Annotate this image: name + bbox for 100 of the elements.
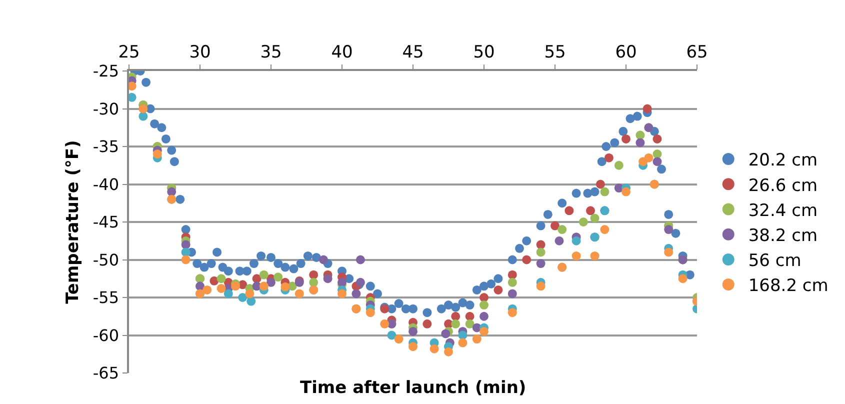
point (596, 180, 605, 189)
point (323, 274, 332, 284)
point (480, 326, 488, 336)
point (245, 289, 254, 298)
point (181, 240, 190, 250)
point (558, 225, 567, 234)
x-tick-label: 45 (402, 42, 424, 62)
point (422, 319, 432, 328)
point (508, 270, 517, 280)
point (309, 270, 318, 280)
point (280, 282, 290, 292)
point (480, 300, 488, 310)
x-tick-label: 65 (686, 42, 708, 62)
point (309, 278, 318, 287)
point (590, 251, 600, 260)
point (590, 214, 600, 223)
point (266, 278, 276, 287)
y-tick-label: -35 (92, 137, 120, 156)
point (441, 329, 450, 338)
y-tick-label: -25 (92, 62, 120, 81)
point (138, 112, 148, 121)
point (465, 312, 474, 321)
point (578, 218, 588, 226)
point (352, 289, 361, 298)
point (465, 319, 474, 328)
x-tick-label: 30 (189, 42, 211, 62)
point (678, 274, 688, 284)
point (536, 259, 546, 268)
point (387, 330, 396, 340)
point (238, 293, 248, 302)
point (394, 334, 404, 344)
x-tick-label: 25 (118, 42, 140, 62)
point (338, 289, 346, 298)
point (480, 312, 488, 321)
point (494, 285, 503, 294)
legend-label: 168.2 cm (748, 276, 828, 296)
point (536, 248, 546, 257)
point (451, 319, 460, 328)
y-tick-label: -30 (92, 99, 120, 118)
point (586, 206, 595, 216)
point (522, 255, 532, 264)
point (664, 248, 674, 257)
point (167, 187, 176, 196)
legend-label: 38.2 cm (748, 226, 818, 246)
point (231, 282, 240, 291)
point (274, 272, 283, 282)
point (508, 289, 517, 298)
point (294, 289, 304, 298)
point (554, 236, 564, 246)
point (536, 240, 546, 250)
point (202, 285, 212, 294)
y-tick-label: -55 (92, 288, 120, 308)
x-tick-label: 35 (260, 42, 282, 62)
y-tick-label: -40 (92, 174, 120, 194)
point (458, 330, 468, 340)
point (508, 278, 517, 287)
point (536, 282, 546, 291)
point (644, 153, 654, 162)
point (356, 278, 365, 287)
point (572, 236, 581, 246)
point (408, 326, 418, 336)
point (572, 251, 581, 260)
point (472, 334, 482, 344)
point (604, 153, 614, 162)
point (451, 312, 460, 321)
y-tick-label: -50 (92, 250, 120, 270)
point (550, 221, 560, 230)
y-tick-label: -45 (92, 212, 120, 232)
point (614, 160, 624, 170)
point (636, 138, 645, 148)
y-tick-label: -65 (92, 364, 120, 383)
point (181, 255, 190, 264)
legend-label: 20.2 cm (748, 150, 818, 171)
point (622, 187, 630, 196)
point (380, 319, 390, 328)
point (458, 338, 468, 348)
point (480, 293, 488, 302)
point (210, 276, 219, 286)
point (508, 308, 517, 318)
point (642, 104, 652, 114)
y-tick-label: -60 (92, 326, 120, 345)
point (366, 308, 375, 318)
point (652, 134, 662, 144)
x-tick-label: 40 (331, 42, 353, 62)
point (564, 206, 574, 216)
y-axis-title: Temperature (°F) (62, 140, 83, 304)
point (622, 134, 630, 144)
x-tick-label: 55 (544, 42, 566, 62)
point (600, 225, 610, 234)
point (319, 255, 328, 264)
point (259, 270, 268, 280)
legend-label: 32.4 cm (748, 200, 818, 221)
point (224, 289, 233, 298)
point (216, 274, 226, 284)
point (444, 347, 453, 356)
point (600, 187, 610, 196)
x-tick-label: 60 (615, 42, 637, 62)
point (430, 344, 439, 354)
point (356, 255, 365, 264)
point (181, 248, 190, 257)
